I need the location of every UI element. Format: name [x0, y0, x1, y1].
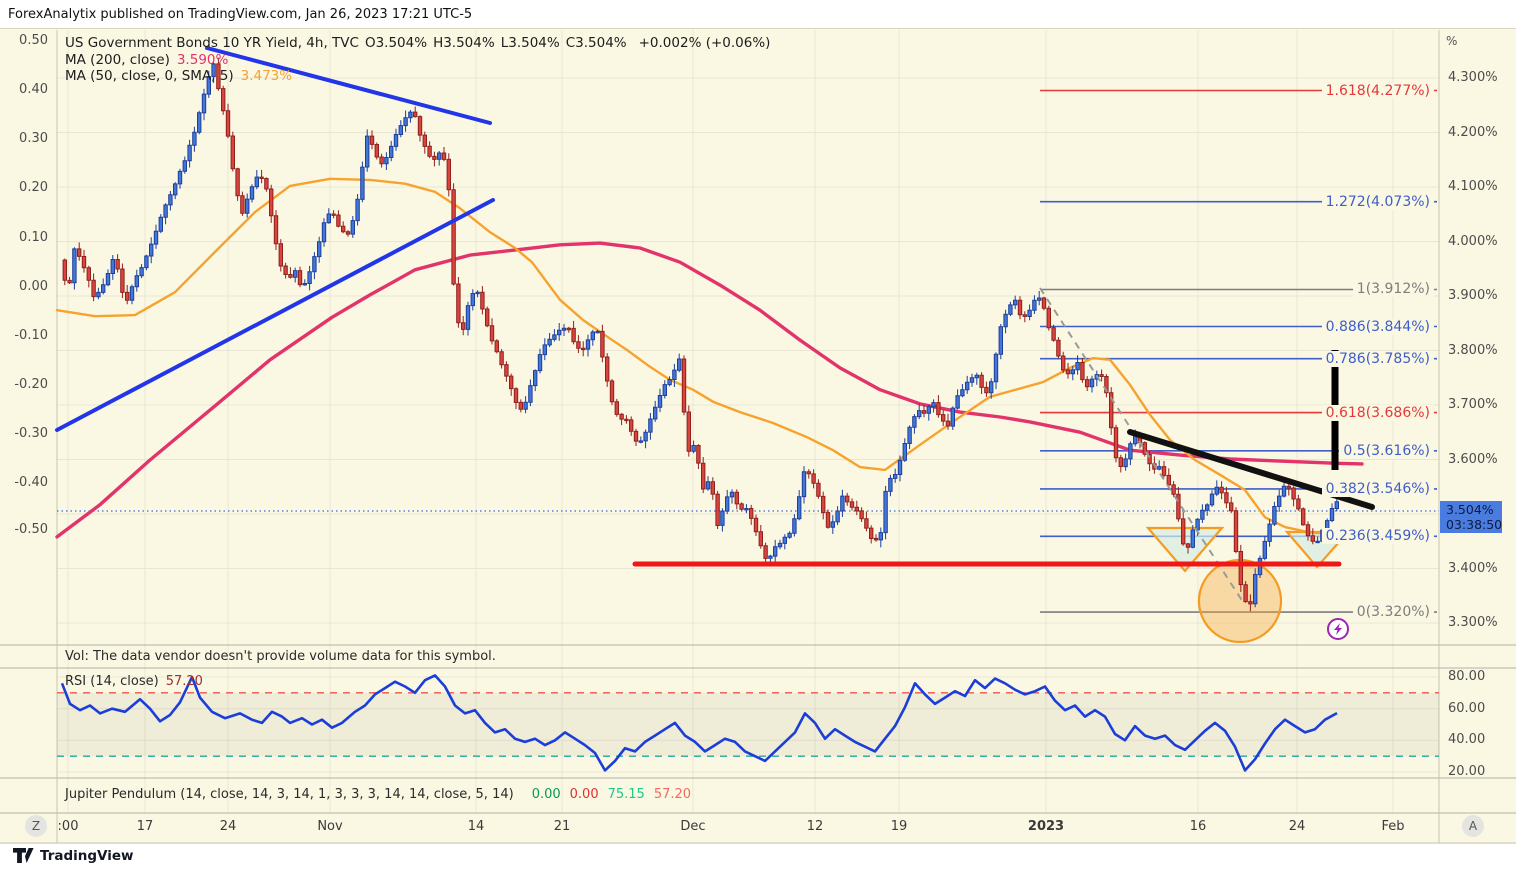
rsi-band [57, 692, 1439, 757]
timezone-button[interactable]: Z [25, 815, 47, 837]
blue-uptrend-line [55, 198, 495, 432]
blue-downtrend-line [205, 46, 492, 125]
tradingview-logo-icon [13, 848, 34, 863]
grid-lines [57, 30, 1439, 813]
tradingview-logo[interactable]: TradingView [13, 848, 134, 864]
candle-bodies-down [62, 63, 1315, 605]
rsi-line [60, 674, 1338, 772]
gray-dashed-trendline [1039, 287, 1244, 603]
chart-canvas[interactable] [0, 28, 1516, 844]
current-price-value: 3.504% [1446, 502, 1494, 517]
lightning-bolt-icon [1334, 623, 1342, 635]
candle-bodies-up [72, 63, 1339, 605]
ma200-line [55, 241, 1364, 539]
tradingview-logo-text: TradingView [40, 848, 134, 864]
autoscale-button[interactable]: A [1462, 815, 1484, 837]
current-price-label[interactable]: 3.504% 03:38:50 [1440, 501, 1502, 533]
candle-wicks-down [64, 57, 1314, 612]
ma50-line [55, 177, 1339, 535]
candle-wicks-up [73, 62, 1338, 608]
bar-close-countdown: 03:38:50 [1446, 517, 1503, 532]
published-attribution-text: ForexAnalytix published on TradingView.c… [8, 7, 473, 22]
pane-separators [0, 644, 1516, 814]
plot-borders [0, 30, 1516, 844]
